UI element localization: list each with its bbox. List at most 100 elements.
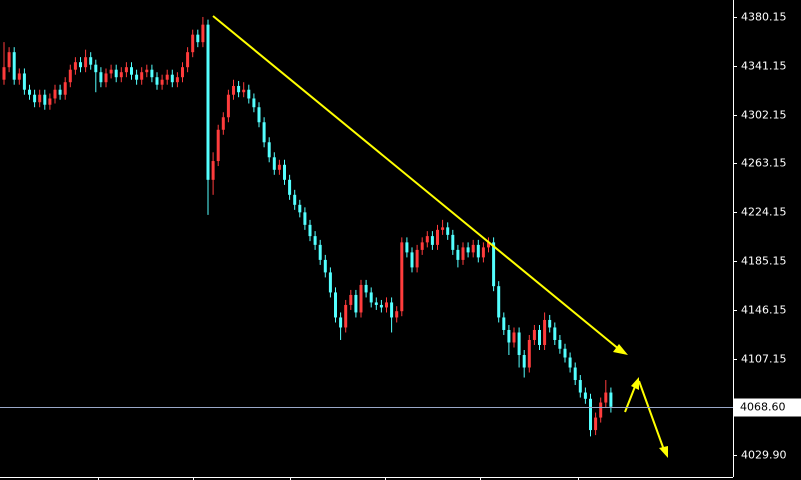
candle-body	[262, 122, 266, 143]
arrow	[638, 380, 665, 451]
candle-body	[43, 94, 47, 105]
candle-body	[476, 244, 480, 258]
candle-body	[221, 117, 225, 130]
candle-body	[135, 74, 139, 80]
current-price-box	[734, 398, 801, 417]
candle-body	[104, 73, 108, 83]
candle-body	[84, 57, 88, 68]
candle-body	[109, 69, 113, 74]
candle-body	[573, 367, 577, 381]
candle-body	[436, 229, 439, 245]
candle-body	[568, 357, 572, 368]
candle-body	[395, 311, 399, 318]
candle-body	[160, 79, 164, 85]
candle-body	[599, 402, 603, 418]
candle-body	[379, 304, 383, 308]
candle-body	[12, 52, 16, 80]
candle-body	[328, 272, 332, 293]
y-tick-label: 4107.15	[741, 353, 787, 366]
candle-body	[481, 247, 485, 258]
candle-body	[48, 98, 52, 105]
candle-body	[507, 329, 511, 343]
candle-body	[502, 317, 506, 330]
trend-line	[212, 15, 621, 351]
candle-body	[247, 89, 251, 99]
candle-body	[390, 302, 394, 318]
candle-body	[216, 129, 220, 162]
candle-body	[374, 302, 378, 305]
candle-body	[242, 89, 246, 93]
candle-body	[323, 259, 327, 273]
candle-body	[466, 247, 470, 253]
candle-body	[293, 194, 297, 205]
candle-body	[283, 164, 286, 180]
y-tick-label: 4302.15	[741, 109, 787, 122]
candle-body	[277, 164, 281, 170]
candle-body	[63, 82, 67, 95]
candle-body	[303, 212, 307, 225]
candle-body	[89, 57, 93, 65]
candle-body	[532, 329, 536, 340]
candle-body	[252, 98, 256, 108]
current-price-label: 4068.60	[740, 401, 786, 414]
candle-body	[155, 77, 159, 85]
candle-body	[272, 157, 276, 170]
candle-body	[415, 249, 419, 268]
candle-body	[165, 74, 169, 80]
arrow-head	[659, 446, 668, 458]
candle-body	[558, 339, 562, 349]
candle-body	[140, 72, 144, 80]
candle-body	[288, 179, 292, 195]
candle-body	[79, 62, 82, 68]
candle-body	[181, 67, 184, 78]
candle-body	[73, 62, 77, 70]
candle-body	[512, 332, 516, 343]
candle-body	[175, 77, 179, 83]
candle-body	[196, 34, 200, 43]
y-tick-label: 4146.15	[741, 304, 787, 317]
candle-body	[492, 242, 496, 287]
candle-body	[119, 72, 123, 78]
candle-body	[267, 142, 271, 158]
candle-body	[400, 242, 404, 312]
candle-body	[354, 294, 358, 313]
candle-body	[497, 286, 501, 318]
candle-body	[318, 244, 322, 260]
candle-body	[201, 24, 205, 43]
candles	[2, 16, 613, 437]
candle-body	[471, 244, 475, 253]
candle-body	[53, 89, 57, 99]
y-tick-label: 4029.90	[741, 449, 787, 462]
candle-body	[420, 242, 424, 250]
candle-body	[38, 94, 42, 103]
candle-body	[334, 292, 337, 318]
candle-body	[425, 236, 429, 243]
candle-body	[58, 89, 62, 95]
candle-body	[563, 348, 567, 358]
candle-body	[578, 380, 582, 393]
candle-body	[405, 242, 409, 253]
candle-body	[186, 52, 190, 68]
candle-body	[170, 74, 174, 83]
candle-body	[257, 107, 261, 123]
candle-body	[17, 73, 21, 80]
candle-body	[313, 236, 317, 245]
y-tick-label: 4185.15	[741, 255, 787, 268]
candle-body	[68, 69, 72, 83]
candle-body	[441, 227, 445, 230]
candle-body	[232, 85, 235, 95]
candle-body	[114, 69, 118, 78]
candle-body	[517, 332, 521, 355]
y-tick-label: 4263.15	[741, 157, 787, 170]
annotations	[212, 15, 668, 458]
candle-body	[548, 319, 552, 328]
candle-body	[94, 64, 98, 73]
candle-body	[28, 89, 31, 95]
candle-body	[150, 69, 154, 78]
candle-body	[33, 94, 37, 103]
candle-body	[226, 94, 230, 118]
time-separators	[98, 477, 579, 480]
candle-body	[349, 294, 353, 305]
